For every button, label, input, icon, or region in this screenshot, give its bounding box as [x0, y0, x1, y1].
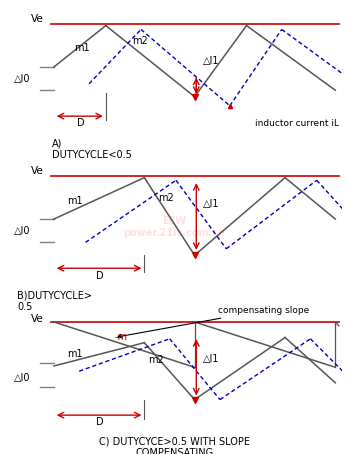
Text: △I1: △I1	[203, 199, 220, 209]
Text: EEW
power.21ic.com.cn: EEW power.21ic.com.cn	[124, 216, 225, 238]
Text: D: D	[96, 271, 103, 281]
Text: B)DUTYCYCLE>
0.5: B)DUTYCYCLE> 0.5	[17, 291, 92, 312]
Text: D: D	[76, 118, 84, 128]
Text: m1: m1	[67, 349, 83, 359]
Text: m2: m2	[158, 193, 173, 203]
Text: m1: m1	[74, 44, 90, 54]
Text: m1: m1	[67, 196, 83, 206]
Text: D: D	[96, 418, 103, 428]
Text: -m: -m	[114, 332, 127, 342]
Text: △I0: △I0	[14, 226, 30, 236]
Text: △I0: △I0	[14, 373, 30, 383]
Text: inductor current iL: inductor current iL	[255, 119, 339, 128]
Text: compensating slope: compensating slope	[118, 306, 309, 338]
Text: △I1: △I1	[203, 354, 220, 364]
Text: A)
DUTYCYCLE<0.5: A) DUTYCYCLE<0.5	[52, 138, 132, 160]
Text: m2: m2	[148, 355, 163, 365]
Text: m2: m2	[133, 36, 148, 46]
Text: Ve: Ve	[31, 166, 44, 176]
Text: △I1: △I1	[203, 56, 220, 66]
Text: △I0: △I0	[14, 74, 30, 84]
Text: C) DUTYCYCE>0.5 WITH SLOPE
COMPENSATING: C) DUTYCYCE>0.5 WITH SLOPE COMPENSATING	[99, 437, 250, 454]
Text: Ve: Ve	[31, 14, 44, 24]
Text: Ve: Ve	[31, 314, 44, 325]
